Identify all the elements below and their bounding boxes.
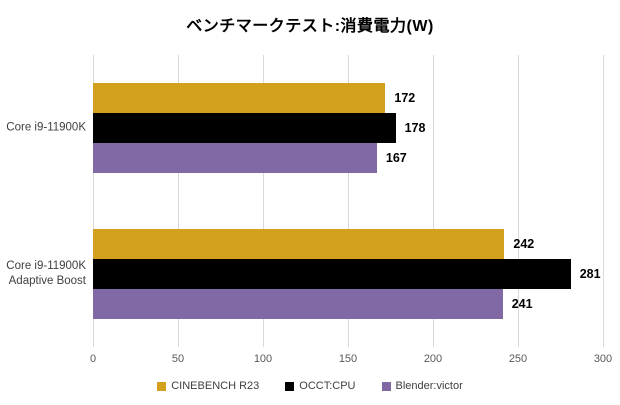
value-label: 242 (513, 237, 535, 251)
x-tick-label: 300 (593, 353, 613, 365)
chart-title: ベンチマークテスト:消費電力(W) (186, 18, 434, 35)
gridline (178, 55, 179, 347)
value-label: 172 (394, 91, 416, 105)
legend-swatch (157, 381, 167, 391)
x-tick-label: 150 (338, 353, 358, 365)
value-label: 241 (511, 297, 533, 311)
x-tick-label: 50 (171, 353, 185, 365)
legend-item: CINEBENCH R23 (157, 380, 259, 392)
legend-swatch (285, 381, 295, 391)
x-tick-label: 200 (423, 353, 443, 365)
bar (93, 143, 377, 173)
legend-label: CINEBENCH R23 (171, 380, 260, 392)
category-label: Core i9-11900K Adaptive Boost (6, 260, 86, 287)
x-tick-label: 250 (508, 353, 528, 365)
value-label: 281 (579, 267, 601, 281)
legend-item: OCCT:CPU (285, 380, 356, 392)
bar (93, 83, 386, 113)
legend-item: Blender:victor (381, 380, 463, 392)
bar (93, 113, 396, 143)
gridline (603, 55, 604, 347)
gridline (518, 55, 519, 347)
bar (93, 259, 571, 289)
bar (93, 229, 505, 259)
legend-swatch (381, 381, 391, 391)
gridline (93, 55, 94, 347)
legend: CINEBENCH R23 OCCT:CPU Blender:victor (0, 380, 620, 392)
value-label: 178 (404, 121, 426, 135)
category-label: Core i9-11900K (6, 121, 86, 134)
gridline (263, 55, 264, 347)
gridline (433, 55, 434, 347)
gridline (348, 55, 349, 347)
legend-label: OCCT:CPU (299, 380, 356, 392)
bar (93, 289, 503, 319)
value-label: 167 (385, 151, 407, 165)
x-tick-label: 0 (89, 353, 97, 365)
legend-label: Blender:victor (395, 380, 463, 392)
x-tick-label: 100 (253, 353, 273, 365)
